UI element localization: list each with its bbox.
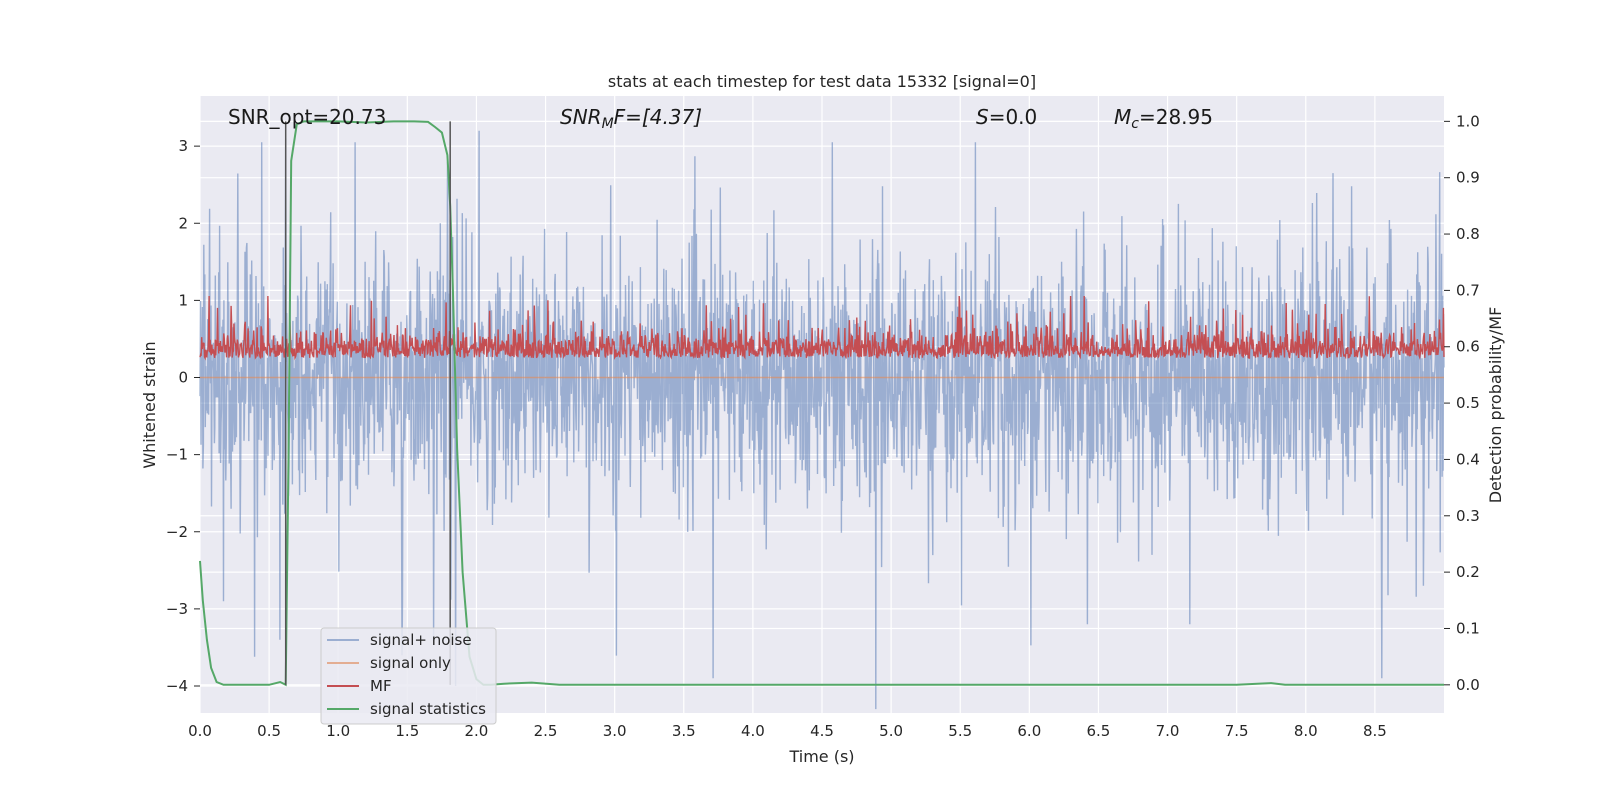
series-signal-statistics <box>199 120 1444 687</box>
mc-italic: M <box>1114 105 1131 129</box>
legend-label-mf: MF <box>370 677 392 695</box>
y2-tick-label: 0.8 <box>1456 225 1480 243</box>
y2-tick-label: 0.0 <box>1456 676 1480 694</box>
legend-label-signal-statistics: signal statistics <box>370 700 486 718</box>
y-tick-label: −3 <box>166 600 188 618</box>
x-tick-label: 4.0 <box>741 722 765 740</box>
x-tick-label: 5.5 <box>948 722 972 740</box>
legend-box <box>320 627 497 725</box>
mc-rest: =28.95 <box>1139 105 1213 129</box>
y2-tick-label: 0.5 <box>1456 394 1480 412</box>
legend-label-signal-noise: signal+ noise <box>370 631 472 649</box>
y-tick-label: −1 <box>166 446 188 464</box>
s-italic: S <box>976 105 989 129</box>
x-tick-label: 4.5 <box>810 722 834 740</box>
legend-label-signal-only: signal only <box>370 654 451 672</box>
x-tick-label: 7.5 <box>1225 722 1249 740</box>
y2-axis-label: Detection probability/MF <box>1486 307 1505 504</box>
x-tick-label: 6.5 <box>1087 722 1111 740</box>
x-tick-label: 1.5 <box>395 722 419 740</box>
s-rest: =0.0 <box>989 105 1038 129</box>
y-tick-label: 1 <box>178 291 188 309</box>
x-tick-label: 6.0 <box>1017 722 1041 740</box>
vertical-markers <box>284 121 451 685</box>
y2-tick-label: 0.6 <box>1456 338 1480 356</box>
mc-annotation: Mc=28.95 <box>1114 105 1213 132</box>
y2-tick-label: 0.9 <box>1456 169 1480 187</box>
x-tick-label: 0.0 <box>188 722 212 740</box>
x-tick-label: 5.0 <box>879 722 903 740</box>
x-axis-label: Time (s) <box>788 747 854 766</box>
y-tick-label: 2 <box>178 214 188 232</box>
y2-tick-label: 0.1 <box>1456 619 1480 637</box>
s-annotation: S=0.0 <box>976 105 1037 129</box>
x-tick-label: 0.5 <box>257 722 281 740</box>
y-tick-label: 0 <box>178 369 188 387</box>
y2-tick-label: 1.0 <box>1456 112 1480 130</box>
legend: signal+ noise signal only MF signal stat… <box>320 627 497 725</box>
x-tick-label: 2.5 <box>534 722 558 740</box>
x-tick-label: 7.0 <box>1156 722 1180 740</box>
snr-mf-rest: F=[4.37] <box>614 105 702 129</box>
snr-mf-sub: M <box>602 116 614 132</box>
y2-tick-label: 0.7 <box>1456 281 1480 299</box>
x-tick-label: 2.0 <box>465 722 489 740</box>
chart-title: stats at each timestep for test data 153… <box>608 72 1036 91</box>
x-tick-label: 3.5 <box>672 722 696 740</box>
snr-mf-italic: SNR <box>560 105 602 129</box>
data-series <box>199 120 1445 710</box>
snr-mf-annotation: SNRMF=[4.37] <box>560 105 702 132</box>
series-mf <box>199 295 1445 361</box>
y2-tick-label: 0.2 <box>1456 563 1480 581</box>
y-tick-label: −2 <box>166 523 188 541</box>
x-tick-label: 8.5 <box>1363 722 1387 740</box>
snr-opt-annotation: SNR_opt=20.73 <box>228 105 386 129</box>
y2-tick-label: 0.4 <box>1456 450 1480 468</box>
y2-tick-label: 0.3 <box>1456 507 1480 525</box>
y-tick-label: −4 <box>166 677 188 695</box>
axis-ticks: 0.0 0.5 1.0 1.5 2.0 2.5 3.0 3.5 4.0 4.5 5.0 5.5 6.0 6… <box>166 112 1480 740</box>
y-axis-label: Whitened strain <box>140 341 159 468</box>
x-tick-label: 1.0 <box>326 722 350 740</box>
x-tick-label: 3.0 <box>603 722 627 740</box>
mc-sub: c <box>1131 116 1139 132</box>
x-tick-label: 8.0 <box>1294 722 1318 740</box>
y-tick-label: 3 <box>178 137 188 155</box>
